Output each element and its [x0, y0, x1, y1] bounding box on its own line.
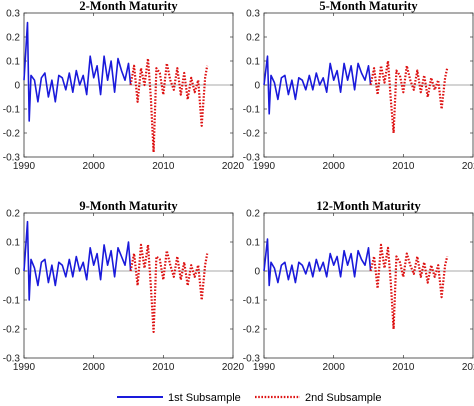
plot-area: [263, 212, 474, 359]
x-tick-label: 2010: [392, 161, 415, 172]
series-line-1st-subsample: [263, 238, 372, 287]
x-tick-label: 2000: [323, 362, 346, 373]
y-tick-label: 0.1: [246, 57, 260, 68]
y-tick-label: 0.3: [6, 9, 20, 20]
series-line-2nd-subsample: [369, 59, 449, 135]
x-tick-label: 2010: [392, 362, 415, 373]
x-tick-label: 2010: [152, 161, 175, 172]
panel-title: 5-Month Maturity: [319, 0, 418, 13]
legend-label-1st-subsample: 1st Subsample: [168, 392, 241, 404]
y-tick-label: -0.1: [243, 296, 261, 307]
y-tick-label: -0.2: [243, 325, 261, 336]
x-tick-label: 2000: [83, 161, 106, 172]
x-tick-label: 2020: [222, 362, 245, 373]
y-tick-label: 0.1: [6, 238, 20, 249]
series-line-2nd-subsample: [129, 57, 209, 154]
y-tick-label: 0: [14, 81, 20, 92]
y-tick-label: -0.3: [3, 354, 21, 365]
x-tick-label: 1990: [253, 161, 276, 172]
legend: 1st Subsample 2nd Subsample: [117, 392, 381, 404]
y-tick-label: 0: [14, 267, 20, 278]
y-tick-label: 0.3: [246, 9, 260, 20]
y-tick-label: -0.3: [243, 153, 261, 164]
y-tick-label: -0.2: [3, 325, 21, 336]
y-tick-label: -0.1: [3, 296, 21, 307]
legend-label-2nd-subsample: 2nd Subsample: [305, 392, 381, 404]
y-tick-label: 0: [254, 267, 260, 278]
panel-title: 9-Month Maturity: [79, 199, 178, 213]
x-tick-label: 1990: [13, 362, 36, 373]
y-tick-label: 0.2: [6, 33, 20, 44]
y-tick-label: 0.2: [6, 209, 20, 220]
panel-title: 2-Month Maturity: [79, 0, 178, 13]
y-tick-label: 0.2: [246, 33, 260, 44]
y-tick-label: 0.1: [246, 238, 260, 249]
x-tick-label: 2020: [462, 161, 474, 172]
y-tick-label: -0.2: [3, 129, 21, 140]
chart-panels: 2-Month Maturity -0.3 -0.2 -0.1 0 0.1 0.2 0.3 19…: [3, 0, 474, 373]
y-tick-label: -0.3: [243, 354, 261, 365]
x-tick-label: 2020: [462, 362, 474, 373]
x-tick-label: 2020: [222, 161, 245, 172]
chart-panel-4: 12-Month Maturity -0.3 -0.2 -0.1 0 0.1 0.2 1990…: [243, 199, 474, 373]
y-tick-label: 0.1: [6, 57, 20, 68]
plot-area: [23, 212, 234, 359]
y-tick-label: 0: [254, 81, 260, 92]
x-tick-label: 2010: [152, 362, 175, 373]
y-tick-label: -0.2: [243, 129, 261, 140]
chart-panel-3: 9-Month Maturity -0.3 -0.2 -0.1 0 0.1 0.2 1990 2…: [3, 199, 245, 373]
y-tick-label: -0.1: [3, 105, 21, 116]
chart-panel-2: 5-Month Maturity -0.3 -0.2 -0.1 0 0.1 0.2 0.3 19…: [243, 0, 474, 172]
x-tick-label: 2000: [323, 161, 346, 172]
chart-panel-1: 2-Month Maturity -0.3 -0.2 -0.1 0 0.1 0.2 0.3 19…: [3, 0, 245, 172]
panel-title: 12-Month Maturity: [316, 199, 421, 213]
y-tick-label: 0.2: [246, 209, 260, 220]
series-line-2nd-subsample: [369, 243, 449, 331]
series-line-1st-subsample: [263, 55, 372, 115]
x-tick-label: 2000: [83, 362, 106, 373]
series-line-1st-subsample: [23, 21, 132, 122]
series-line-2nd-subsample: [129, 243, 209, 333]
series-line-1st-subsample: [23, 220, 132, 301]
x-tick-label: 1990: [13, 161, 36, 172]
y-tick-label: -0.1: [243, 105, 261, 116]
y-tick-label: -0.3: [3, 153, 21, 164]
x-tick-label: 1990: [253, 362, 276, 373]
